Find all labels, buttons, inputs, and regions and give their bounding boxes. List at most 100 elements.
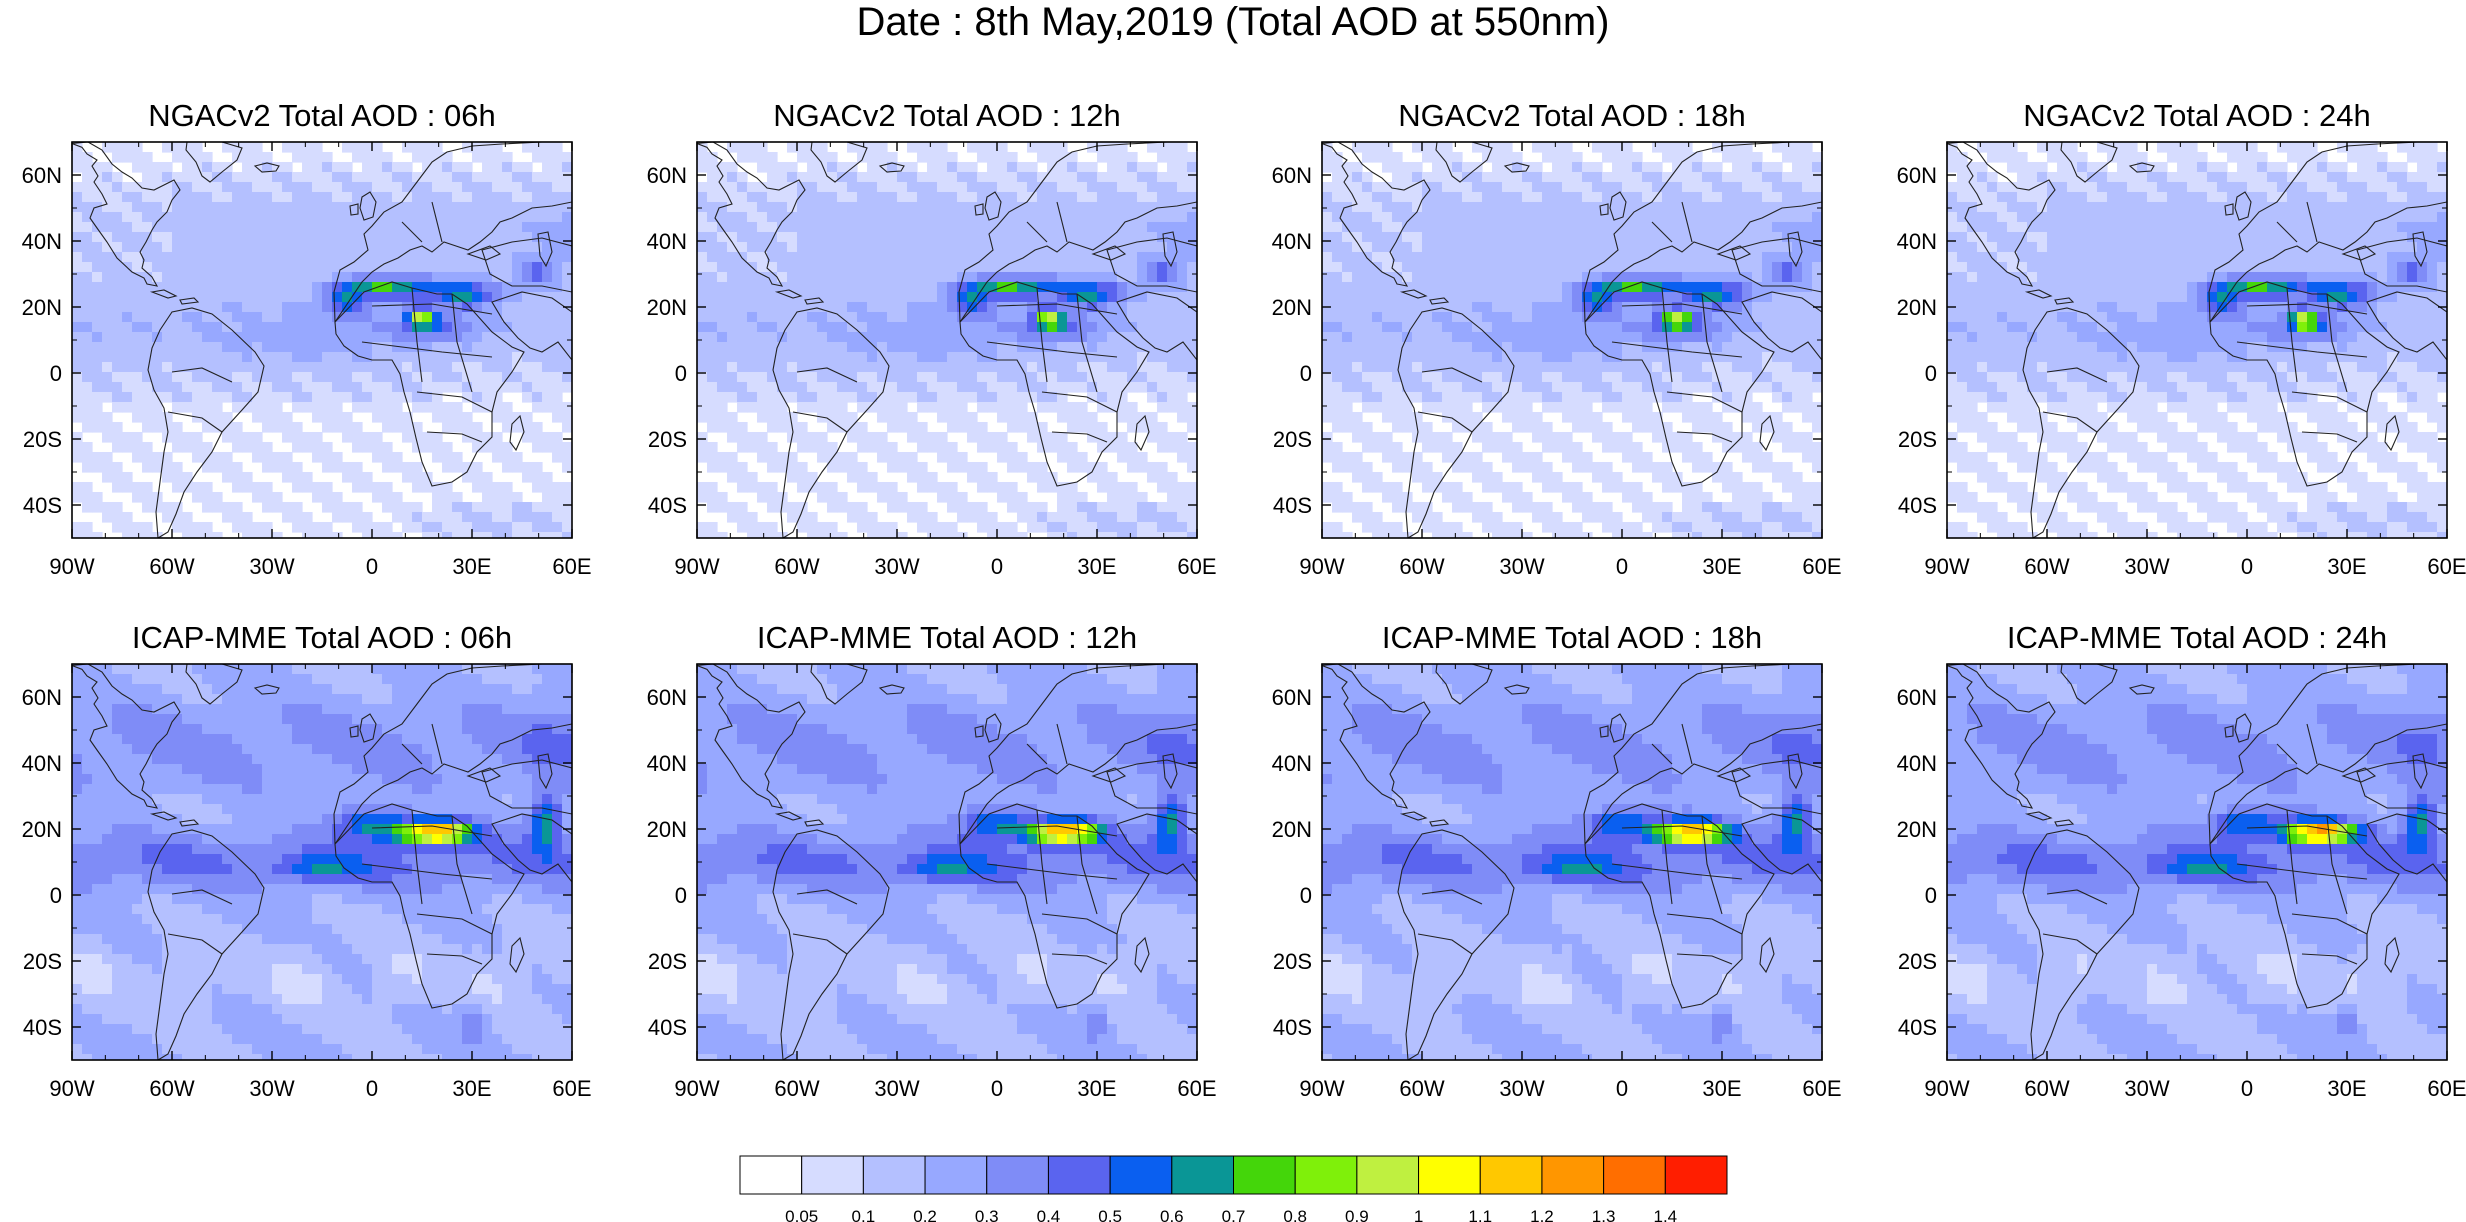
lat-tick-label: 40N [647, 751, 687, 776]
lon-tick-label: 30E [1702, 1076, 1741, 1101]
map-panel-2: NGACv2 Total AOD : 12h 60N 40N 20N 0 20S 40S 90… [647, 98, 1217, 579]
lon-tick-label: 30E [1702, 554, 1741, 579]
colorbar-swatch [1294, 1155, 1358, 1195]
lat-tick-label: 40S [1273, 1015, 1312, 1040]
panel-title: NGACv2 Total AOD : 12h [773, 98, 1120, 133]
lat-tick-label: 60N [1272, 685, 1312, 710]
colorbar-swatch [862, 1155, 926, 1195]
lon-tick-label: 60E [1177, 554, 1216, 579]
aod-field [1322, 142, 1822, 538]
lat-tick-label: 20S [1273, 949, 1312, 974]
lon-tick-label: 90W [49, 554, 94, 579]
colorbar-label: 0.05 [785, 1207, 818, 1222]
lon-tick-label: 90W [674, 1076, 719, 1101]
colorbar-label: 0.4 [1037, 1207, 1061, 1222]
lat-tick-label: 20S [23, 949, 62, 974]
lon-tick-label: 60E [1177, 1076, 1216, 1101]
lat-tick-label: 60N [1897, 685, 1937, 710]
colorbar-swatch [801, 1155, 864, 1195]
lat-tick-label: 40N [22, 229, 62, 254]
lat-tick-label: 60N [22, 163, 62, 188]
figure-title: Date : 8th May,2019 (Total AOD at 550nm) [856, 0, 1610, 44]
lon-tick-label: 90W [674, 554, 719, 579]
colorbar-swatch [1109, 1155, 1173, 1195]
map-panel-7: ICAP-MME Total AOD : 18h 60N 40N 20N 0 20S 40S… [1272, 620, 1842, 1101]
map-panel-1: NGACv2 Total AOD : 06h 60N 40N 20N 0 20S 40S 90… [22, 98, 592, 579]
panel-title: ICAP-MME Total AOD : 24h [2007, 620, 2387, 655]
lat-tick-label: 0 [1300, 883, 1312, 908]
lon-tick-label: 0 [991, 554, 1003, 579]
lon-tick-label: 60W [2024, 554, 2069, 579]
lat-tick-label: 0 [50, 361, 62, 386]
lon-tick-label: 30E [452, 1076, 491, 1101]
lon-tick-label: 0 [366, 554, 378, 579]
aod-field [697, 664, 1197, 1060]
colorbar-swatch [739, 1155, 803, 1195]
lat-tick-label: 40S [648, 1015, 687, 1040]
aod-field [72, 142, 572, 538]
lon-tick-label: 60E [2427, 554, 2466, 579]
lat-tick-label: 40S [1898, 1015, 1937, 1040]
lat-tick-label: 0 [50, 883, 62, 908]
lon-tick-label: 30W [2124, 554, 2169, 579]
lat-tick-label: 20S [1898, 427, 1937, 452]
lon-tick-label: 30E [1077, 1076, 1116, 1101]
lon-tick-label: 0 [2241, 554, 2253, 579]
lon-tick-label: 30W [2124, 1076, 2169, 1101]
lon-tick-label: 60E [1802, 554, 1841, 579]
lon-tick-label: 60W [1399, 1076, 1444, 1101]
lat-tick-label: 60N [647, 163, 687, 188]
map-panel-6: ICAP-MME Total AOD : 12h 60N 40N 20N 0 20S 40S… [647, 620, 1217, 1101]
lat-tick-label: 20N [1897, 295, 1937, 320]
lon-tick-label: 60E [1802, 1076, 1841, 1101]
lat-tick-label: 0 [675, 361, 687, 386]
lon-tick-label: 0 [366, 1076, 378, 1101]
lon-tick-label: 60E [552, 554, 591, 579]
lat-tick-label: 20N [1272, 817, 1312, 842]
panel-title: NGACv2 Total AOD : 06h [148, 98, 495, 133]
lon-tick-label: 30W [874, 1076, 919, 1101]
colorbar-label: 1.1 [1468, 1207, 1492, 1222]
lon-tick-label: 30W [1499, 1076, 1544, 1101]
lat-tick-label: 20N [1897, 817, 1937, 842]
lon-tick-label: 0 [991, 1076, 1003, 1101]
colorbar-label: 0.6 [1160, 1207, 1184, 1222]
map-panel-5: ICAP-MME Total AOD : 06h 60N 40N 20N 0 20S 40S… [22, 620, 592, 1101]
colorbar-label: 1.2 [1530, 1207, 1554, 1222]
lat-tick-label: 40N [22, 751, 62, 776]
colorbar-swatch [1233, 1155, 1296, 1195]
lat-tick-label: 40S [1898, 493, 1937, 518]
lat-tick-label: 20S [648, 949, 687, 974]
lat-tick-label: 40N [1897, 751, 1937, 776]
lon-tick-label: 30E [1077, 554, 1116, 579]
colorbar-label: 0.9 [1345, 1207, 1369, 1222]
lon-tick-label: 0 [1616, 554, 1628, 579]
panel-title: ICAP-MME Total AOD : 18h [1382, 620, 1762, 655]
aod-field [72, 664, 572, 1060]
lat-tick-label: 20S [1898, 949, 1937, 974]
panel-title: NGACv2 Total AOD : 24h [2023, 98, 2370, 133]
lon-tick-label: 90W [1924, 554, 1969, 579]
lat-tick-label: 60N [1272, 163, 1312, 188]
lon-tick-label: 30E [2327, 554, 2366, 579]
colorbar-swatch [1356, 1155, 1420, 1195]
panel-title: ICAP-MME Total AOD : 06h [132, 620, 512, 655]
colorbar-label: 0.2 [913, 1207, 937, 1222]
lat-tick-label: 40S [23, 1015, 62, 1040]
lat-tick-label: 60N [22, 685, 62, 710]
colorbar-label: 1 [1414, 1207, 1423, 1222]
aod-field [1947, 664, 2447, 1060]
lon-tick-label: 60E [2427, 1076, 2466, 1101]
lat-tick-label: 20N [647, 295, 687, 320]
lon-tick-label: 30E [2327, 1076, 2366, 1101]
lon-tick-label: 90W [1299, 554, 1344, 579]
colorbar-label: 0.3 [975, 1207, 999, 1222]
panel-title: ICAP-MME Total AOD : 12h [757, 620, 1137, 655]
colorbar-swatch [924, 1155, 988, 1195]
lat-tick-label: 20N [647, 817, 687, 842]
lat-tick-label: 20N [22, 295, 62, 320]
lon-tick-label: 60W [149, 1076, 194, 1101]
lat-tick-label: 40N [1272, 229, 1312, 254]
colorbar-swatch [1047, 1155, 1111, 1195]
